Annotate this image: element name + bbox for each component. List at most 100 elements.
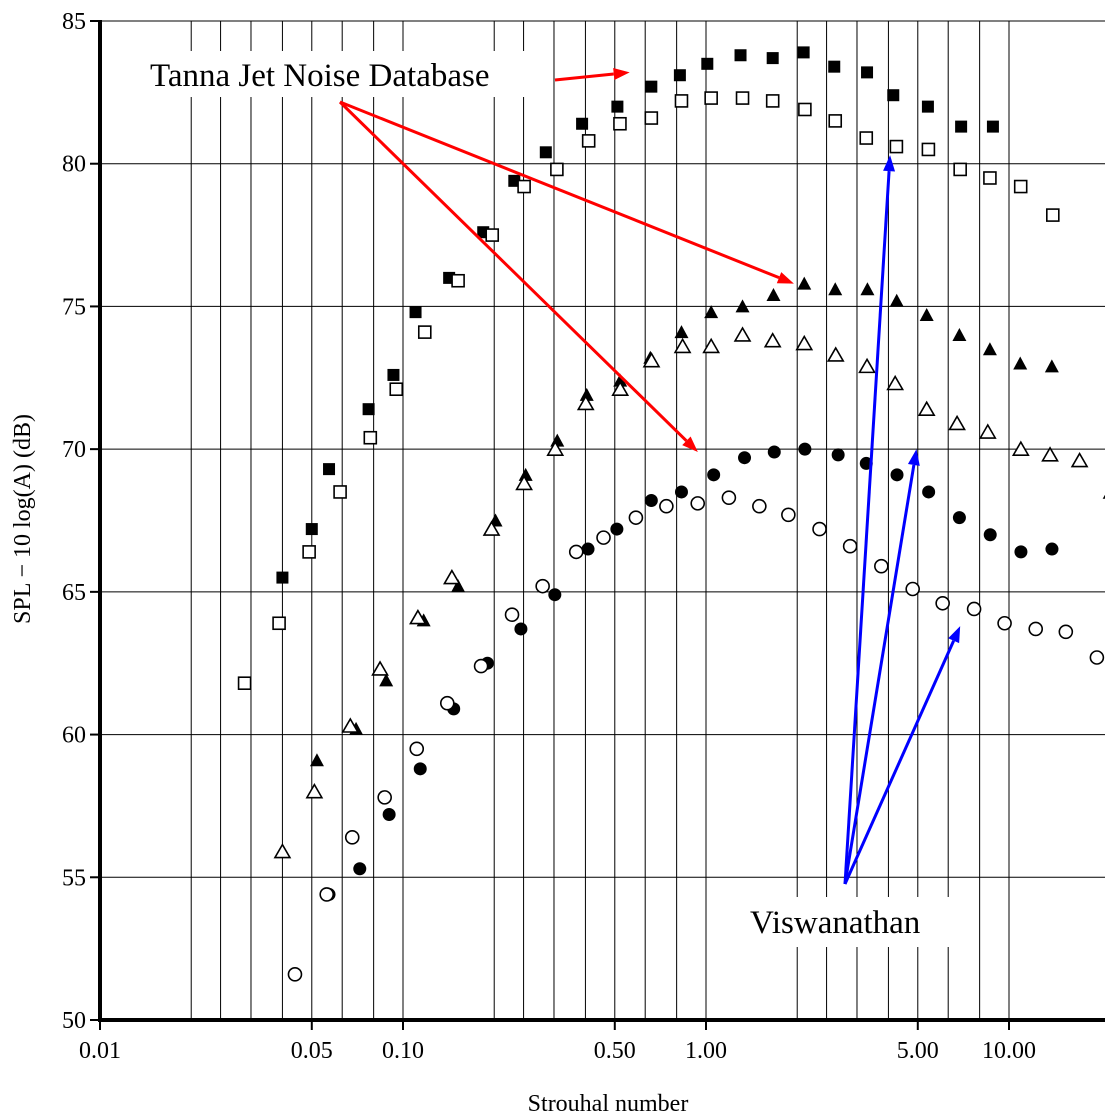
marker-open-square: [798, 102, 812, 117]
marker-open-triangle: [917, 400, 936, 416]
marker-open-circle: [752, 498, 767, 514]
marker-open-circle: [1028, 621, 1044, 637]
marker-open-circle: [628, 510, 644, 525]
viswanathan-arrow: [843, 171, 891, 885]
marker-open-circle: [473, 658, 489, 674]
marker-filled-square: [409, 306, 422, 319]
marker-filled-square: [645, 80, 658, 93]
marker-open-square: [1046, 208, 1060, 222]
marker-open-triangle: [948, 414, 966, 431]
marker-filled-circle: [922, 485, 936, 499]
marker-filled-square: [986, 120, 999, 133]
tick-labels: 50 55 60 65 70 75 80 85 0.01 0.05 0.10 0.50 1.00 5.00…: [62, 9, 1036, 1064]
y-tick-label: 70: [62, 437, 86, 463]
marker-open-square: [921, 142, 936, 157]
marker-filled-triangle: [828, 282, 843, 296]
marker-filled-square: [861, 66, 874, 79]
tanna-arrow-head: [613, 68, 630, 80]
annotation-arrows: [338, 68, 961, 885]
marker-open-circle: [997, 615, 1012, 631]
marker-open-triangle: [611, 380, 630, 397]
marker-open-triangle: [858, 357, 876, 374]
marker-filled-square: [276, 571, 289, 584]
marker-filled-triangle: [766, 288, 781, 302]
marker-filled-square: [797, 46, 810, 59]
annotation-viswanathan-label: Viswanathan: [750, 905, 920, 941]
marker-open-circle: [781, 507, 796, 523]
marker-filled-square: [576, 117, 589, 130]
marker-open-triangle: [702, 337, 721, 354]
marker-filled-triangle: [1013, 356, 1028, 370]
marker-open-square: [363, 430, 378, 445]
marker-open-circle: [966, 601, 982, 617]
marker-filled-square: [887, 89, 900, 102]
marker-open-circle: [905, 581, 920, 597]
tanna-arrow: [554, 72, 614, 82]
marker-filled-square: [387, 368, 400, 381]
y-tick-label: 55: [62, 865, 86, 891]
x-tick-label: 0.05: [291, 1038, 333, 1064]
marker-open-triangle: [443, 568, 461, 585]
marker-open-triangle: [1070, 451, 1089, 468]
tanna-arrow-head: [682, 436, 698, 452]
marker-filled-circle: [413, 762, 427, 776]
marker-filled-triangle: [704, 305, 719, 319]
marker-open-circle: [1089, 650, 1105, 665]
marker-open-square: [550, 162, 564, 177]
marker-filled-circle: [548, 588, 562, 602]
marker-open-square: [674, 94, 689, 108]
marker-open-square: [272, 616, 286, 631]
marker-filled-triangle: [889, 293, 904, 307]
marker-open-square: [613, 116, 627, 131]
marker-open-triangle: [733, 326, 752, 342]
marker-filled-circle: [890, 468, 904, 482]
marker-filled-triangle: [860, 282, 875, 296]
marker-filled-circle: [983, 528, 997, 542]
marker-open-circle: [287, 967, 303, 982]
tanna-label-background: [140, 51, 543, 97]
marker-open-triangle: [795, 334, 814, 351]
marker-open-triangle: [515, 474, 533, 491]
marker-open-circle: [812, 521, 827, 537]
y-axis-title: SPL − 10 log(A) (dB): [10, 414, 36, 624]
marker-filled-circle: [1014, 545, 1028, 559]
marker-filled-circle: [644, 494, 658, 508]
marker-open-square: [765, 94, 780, 108]
y-tick-label: 65: [62, 580, 86, 606]
marker-open-square: [451, 273, 465, 288]
marker-open-square: [859, 131, 874, 145]
marker-open-circle: [874, 558, 889, 574]
tanna-arrow: [338, 100, 688, 442]
marker-filled-square: [323, 463, 336, 476]
marker-open-triangle: [642, 352, 661, 368]
marker-open-circle: [319, 887, 335, 902]
marker-filled-triangle: [579, 387, 594, 401]
marker-open-circle: [409, 741, 425, 757]
viswanathan-arrow: [843, 640, 956, 885]
marker-open-triangle: [371, 660, 389, 676]
viswanathan-arrow-head: [907, 449, 920, 466]
marker-open-circle: [535, 578, 550, 594]
marker-open-square: [1013, 179, 1028, 194]
marker-open-circle: [935, 595, 950, 611]
grid-layer: [100, 20, 1105, 1020]
y-tick-label: 80: [62, 152, 86, 178]
marker-filled-circle: [514, 622, 528, 636]
marker-open-square: [581, 134, 596, 148]
marker-open-circle: [504, 607, 520, 622]
marker-open-square: [644, 111, 659, 125]
x-tick-label: 0.01: [79, 1038, 121, 1064]
marker-filled-circle: [952, 511, 966, 525]
viswanathan-arrow-head: [948, 626, 961, 644]
marker-filled-circle: [353, 862, 367, 876]
tanna-arrow: [339, 100, 780, 280]
marker-open-triangle: [763, 332, 782, 348]
marker-filled-circle: [831, 448, 845, 462]
marker-filled-square: [955, 120, 968, 133]
marker-filled-square: [539, 146, 552, 159]
marker-filled-circle: [674, 485, 688, 499]
y-tick-label: 75: [62, 294, 86, 320]
marker-open-square: [889, 139, 904, 154]
x-tick-label: 0.50: [594, 1038, 636, 1064]
marker-filled-circle: [767, 445, 781, 459]
